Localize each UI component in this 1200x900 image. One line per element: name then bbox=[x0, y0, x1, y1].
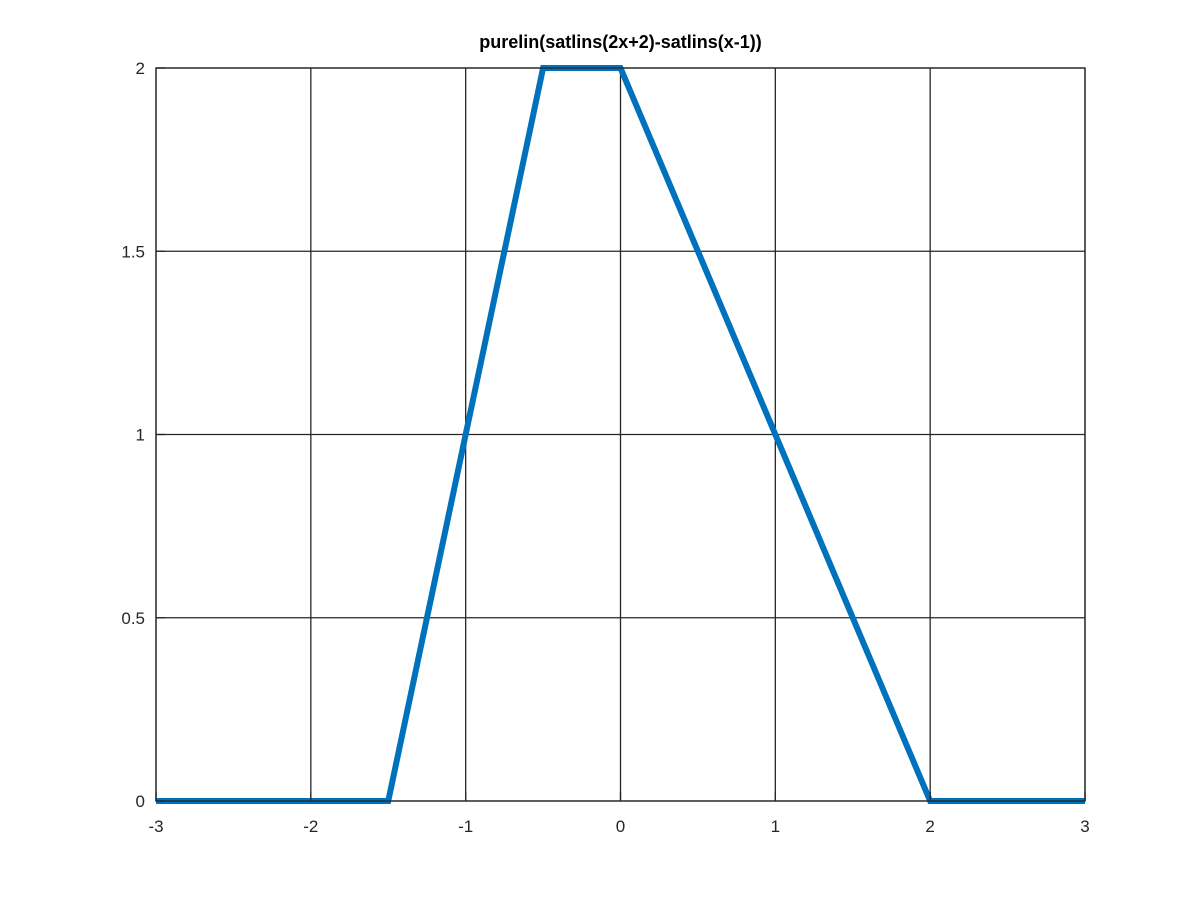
x-tick-label: -1 bbox=[458, 817, 473, 836]
x-tick-label: 1 bbox=[771, 817, 780, 836]
y-tick-label: 1 bbox=[136, 426, 145, 445]
ticks: -3 -2 -1 0 1 2 3 0 0.5 1 1.5 2 bbox=[121, 59, 1089, 836]
x-tick-label: -3 bbox=[148, 817, 163, 836]
y-tick-label: 0.5 bbox=[121, 609, 145, 628]
x-tick-label: 3 bbox=[1080, 817, 1089, 836]
y-tick-label: 0 bbox=[136, 792, 145, 811]
chart-title: purelin(satlins(2x+2)-satlins(x-1)) bbox=[479, 32, 762, 52]
x-tick-label: 2 bbox=[925, 817, 934, 836]
x-tick-label: 0 bbox=[616, 817, 625, 836]
y-tick-label: 1.5 bbox=[121, 242, 145, 261]
x-tick-label: -2 bbox=[303, 817, 318, 836]
y-tick-label: 2 bbox=[136, 59, 145, 78]
